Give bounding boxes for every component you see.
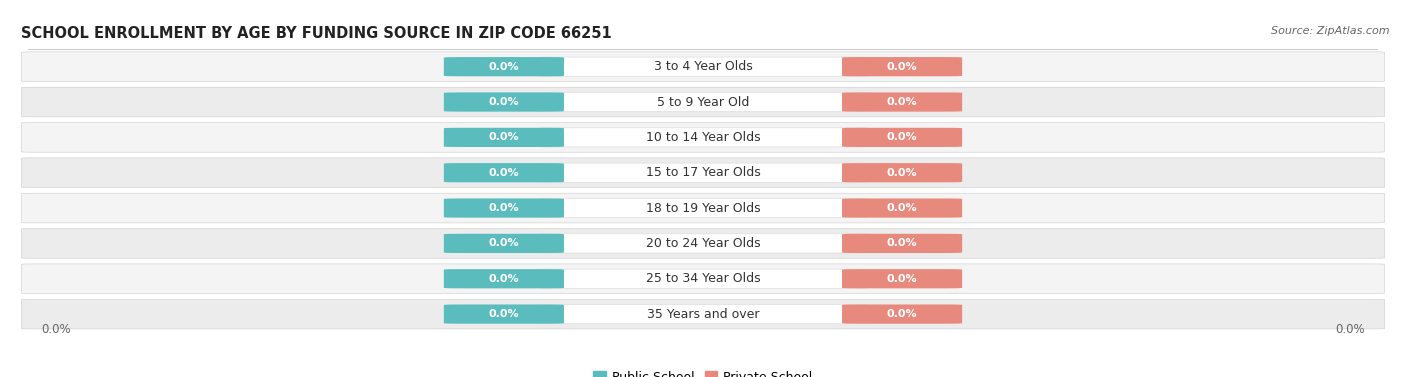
- Text: 0.0%: 0.0%: [489, 168, 519, 178]
- FancyBboxPatch shape: [21, 193, 1385, 223]
- Text: 0.0%: 0.0%: [489, 62, 519, 72]
- Text: 0.0%: 0.0%: [489, 274, 519, 284]
- Text: 20 to 24 Year Olds: 20 to 24 Year Olds: [645, 237, 761, 250]
- FancyBboxPatch shape: [21, 158, 1385, 188]
- FancyBboxPatch shape: [538, 198, 868, 218]
- Text: 0.0%: 0.0%: [887, 274, 917, 284]
- Text: 10 to 14 Year Olds: 10 to 14 Year Olds: [645, 131, 761, 144]
- FancyBboxPatch shape: [538, 57, 868, 76]
- FancyBboxPatch shape: [444, 128, 564, 147]
- Text: 35 Years and over: 35 Years and over: [647, 308, 759, 320]
- Text: 0.0%: 0.0%: [489, 238, 519, 248]
- Text: 0.0%: 0.0%: [887, 97, 917, 107]
- FancyBboxPatch shape: [21, 87, 1385, 117]
- Text: 25 to 34 Year Olds: 25 to 34 Year Olds: [645, 272, 761, 285]
- FancyBboxPatch shape: [538, 92, 868, 112]
- Legend: Public School, Private School: Public School, Private School: [589, 367, 817, 377]
- FancyBboxPatch shape: [444, 269, 564, 288]
- Text: 0.0%: 0.0%: [489, 132, 519, 143]
- FancyBboxPatch shape: [538, 269, 868, 288]
- Text: 0.0%: 0.0%: [887, 238, 917, 248]
- FancyBboxPatch shape: [444, 305, 564, 324]
- FancyBboxPatch shape: [538, 234, 868, 253]
- Text: 0.0%: 0.0%: [489, 97, 519, 107]
- FancyBboxPatch shape: [842, 234, 962, 253]
- FancyBboxPatch shape: [21, 264, 1385, 294]
- FancyBboxPatch shape: [21, 228, 1385, 258]
- FancyBboxPatch shape: [842, 269, 962, 288]
- Text: 3 to 4 Year Olds: 3 to 4 Year Olds: [654, 60, 752, 73]
- FancyBboxPatch shape: [444, 234, 564, 253]
- Text: 0.0%: 0.0%: [887, 168, 917, 178]
- FancyBboxPatch shape: [444, 92, 564, 112]
- FancyBboxPatch shape: [842, 163, 962, 182]
- FancyBboxPatch shape: [444, 57, 564, 76]
- Text: 0.0%: 0.0%: [489, 309, 519, 319]
- Text: 0.0%: 0.0%: [887, 309, 917, 319]
- FancyBboxPatch shape: [538, 305, 868, 324]
- FancyBboxPatch shape: [842, 198, 962, 218]
- FancyBboxPatch shape: [842, 57, 962, 76]
- FancyBboxPatch shape: [538, 128, 868, 147]
- FancyBboxPatch shape: [842, 128, 962, 147]
- FancyBboxPatch shape: [842, 92, 962, 112]
- FancyBboxPatch shape: [21, 123, 1385, 152]
- Text: 0.0%: 0.0%: [42, 323, 72, 337]
- Text: 5 to 9 Year Old: 5 to 9 Year Old: [657, 95, 749, 109]
- Text: 0.0%: 0.0%: [887, 203, 917, 213]
- FancyBboxPatch shape: [538, 163, 868, 182]
- Text: SCHOOL ENROLLMENT BY AGE BY FUNDING SOURCE IN ZIP CODE 66251: SCHOOL ENROLLMENT BY AGE BY FUNDING SOUR…: [21, 26, 612, 41]
- FancyBboxPatch shape: [444, 163, 564, 182]
- Text: 15 to 17 Year Olds: 15 to 17 Year Olds: [645, 166, 761, 179]
- Text: 0.0%: 0.0%: [887, 62, 917, 72]
- Text: 0.0%: 0.0%: [887, 132, 917, 143]
- Text: 0.0%: 0.0%: [1334, 323, 1364, 337]
- FancyBboxPatch shape: [444, 198, 564, 218]
- FancyBboxPatch shape: [21, 299, 1385, 329]
- FancyBboxPatch shape: [21, 52, 1385, 81]
- Text: 18 to 19 Year Olds: 18 to 19 Year Olds: [645, 202, 761, 215]
- FancyBboxPatch shape: [842, 305, 962, 324]
- Text: Source: ZipAtlas.com: Source: ZipAtlas.com: [1271, 26, 1389, 37]
- Text: 0.0%: 0.0%: [489, 203, 519, 213]
